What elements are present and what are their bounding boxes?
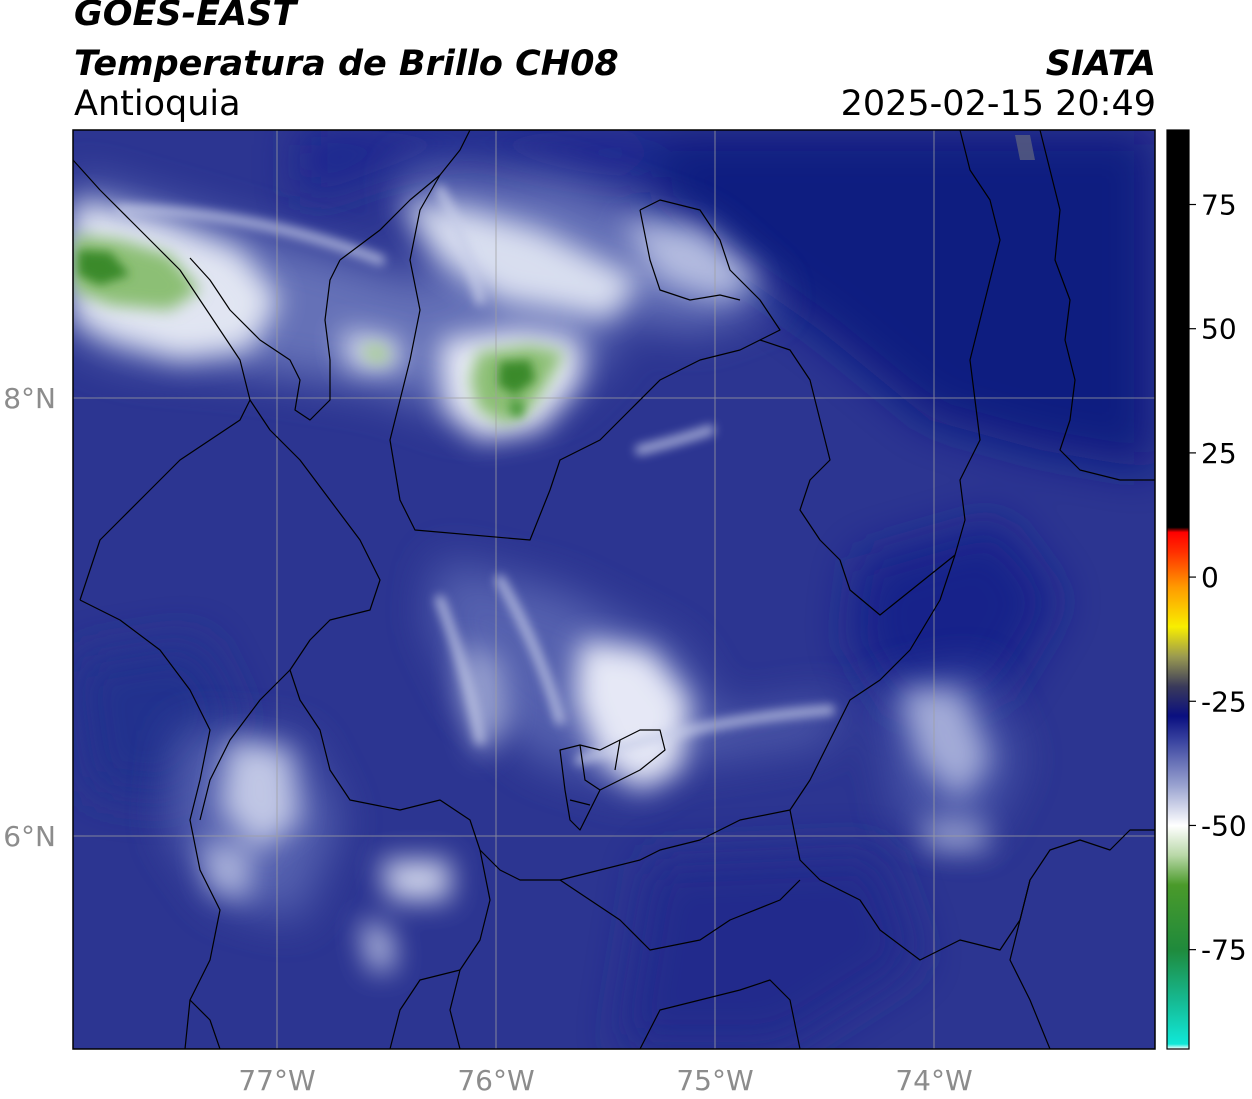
map-frame: [72, 129, 1156, 1050]
colorbar-tick-label: 0: [1201, 561, 1219, 594]
colorbar-scale: [1167, 130, 1189, 1049]
chocó-border: [79, 599, 221, 1049]
caldas-border: [449, 849, 491, 1049]
colorbar-tick-label: 75: [1201, 189, 1237, 222]
south-border: [639, 979, 801, 1049]
lon-tick-label: 77°W: [238, 1064, 315, 1097]
colorbar-tick-label: -25: [1201, 685, 1247, 718]
colorbar-tick-label: 50: [1201, 313, 1237, 346]
datetime-title: 2025-02-15 20:49: [840, 84, 1156, 124]
santander-border: [1009, 879, 1051, 1049]
lon-tick-label: 75°W: [676, 1064, 753, 1097]
gridlines: [73, 130, 1155, 1049]
boyaca-border: [789, 809, 1155, 961]
colorbar-tick-label: -50: [1201, 809, 1247, 842]
west-south: [189, 969, 461, 1049]
antioquia-north: [389, 174, 956, 616]
lon-tick-label: 74°W: [895, 1064, 972, 1097]
east-border-2: [1039, 130, 1155, 481]
lat-tick-labels: 8°N 6°N: [3, 382, 56, 853]
cirrus-streaks: [115, 185, 835, 765]
colorbar-tick-label: -75: [1201, 934, 1247, 967]
chocó-inner: [199, 669, 291, 821]
organization-title: SIATA: [1045, 44, 1156, 84]
satellite-title: GOES-EAST: [74, 0, 297, 34]
lat-tick-label: 8°N: [3, 382, 56, 415]
lon-tick-label: 76°W: [457, 1064, 534, 1097]
administrative-borders: [73, 130, 1155, 1049]
dark-regions: [73, 130, 1155, 1049]
caldas-border-2: [559, 879, 801, 951]
cordoba-border: [639, 199, 781, 341]
lat-tick-label: 6°N: [3, 820, 56, 853]
colorbar-ticks: 75 50 25 0 -25 -50 -75: [1189, 189, 1247, 967]
coastline-urabá: [189, 257, 341, 421]
product-title: Temperatura de Brillo CH08: [74, 44, 619, 84]
colorbar-frame: [1166, 129, 1190, 1050]
brightness-temperature-field: [73, 130, 1155, 1049]
region-title: Antioquia: [74, 84, 241, 124]
colorbar-tick-label: 25: [1201, 437, 1237, 470]
colorbar: 75 50 25 0 -25 -50 -75: [1166, 129, 1247, 1050]
east-border: [954, 130, 1001, 556]
lon-tick-labels: 77°W 76°W 75°W 74°W: [238, 1064, 972, 1097]
antioquia-border: [249, 399, 956, 881]
grey-feature: [1015, 135, 1035, 160]
bolivar-border: [639, 209, 741, 301]
metro-area: [559, 729, 666, 831]
coastline-caribbean: [339, 130, 471, 261]
metro-area-inner: [569, 739, 621, 806]
coldest-cores-inner: [78, 250, 535, 418]
